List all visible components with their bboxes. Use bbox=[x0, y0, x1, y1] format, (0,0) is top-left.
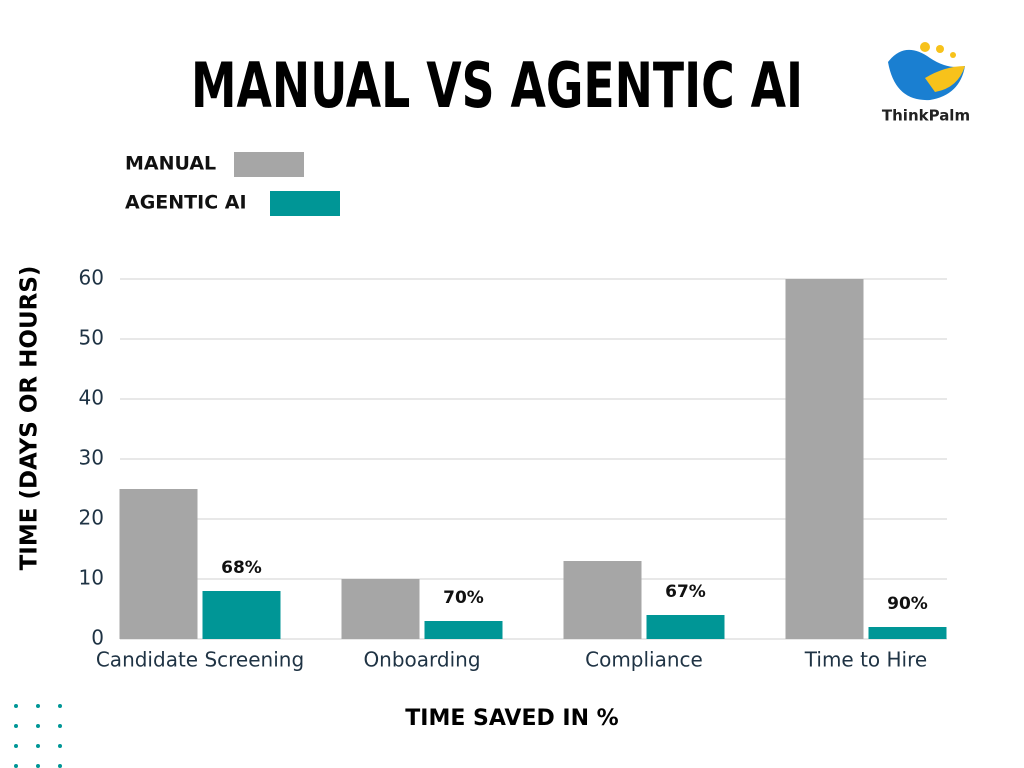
y-tick-label: 50 bbox=[79, 326, 104, 350]
legend-label: AGENTIC AI bbox=[125, 192, 247, 214]
y-tick-label: 0 bbox=[91, 626, 104, 650]
annotation: 67% bbox=[665, 582, 706, 602]
x-tick-label: Compliance bbox=[585, 648, 703, 672]
bar bbox=[868, 627, 947, 639]
legend-swatch bbox=[234, 152, 304, 177]
bar bbox=[119, 489, 198, 639]
dots bbox=[14, 704, 62, 768]
legend-label: MANUAL bbox=[125, 153, 216, 175]
y-tick-label: 40 bbox=[79, 386, 104, 410]
bar bbox=[785, 279, 864, 639]
legend-swatch bbox=[270, 191, 340, 216]
y-tick-label: 10 bbox=[79, 566, 104, 590]
bar bbox=[424, 621, 503, 639]
y-axis-title: TIME (DAYS OR HOURS) bbox=[17, 266, 43, 571]
bar bbox=[646, 615, 725, 639]
y-tick-label: 30 bbox=[79, 446, 104, 470]
annotation: 70% bbox=[443, 588, 484, 608]
bar bbox=[202, 591, 281, 639]
x-tick-label: Onboarding bbox=[363, 648, 480, 672]
logo: ThinkPalm bbox=[882, 42, 970, 125]
logo-text: ThinkPalm bbox=[882, 107, 970, 125]
annotation: 68% bbox=[221, 558, 262, 578]
y-tick-label: 20 bbox=[79, 506, 104, 530]
x-tick-label: Candidate Screening bbox=[96, 648, 304, 672]
chart-title: MANUAL VS AGENTIC AI bbox=[191, 50, 803, 122]
bar bbox=[341, 579, 420, 639]
x-tick-label: Time to Hire bbox=[804, 648, 927, 672]
annotation: 90% bbox=[887, 594, 928, 614]
bar bbox=[563, 561, 642, 639]
x-axis-title: TIME SAVED IN % bbox=[405, 706, 618, 731]
y-tick-label: 60 bbox=[79, 266, 104, 290]
